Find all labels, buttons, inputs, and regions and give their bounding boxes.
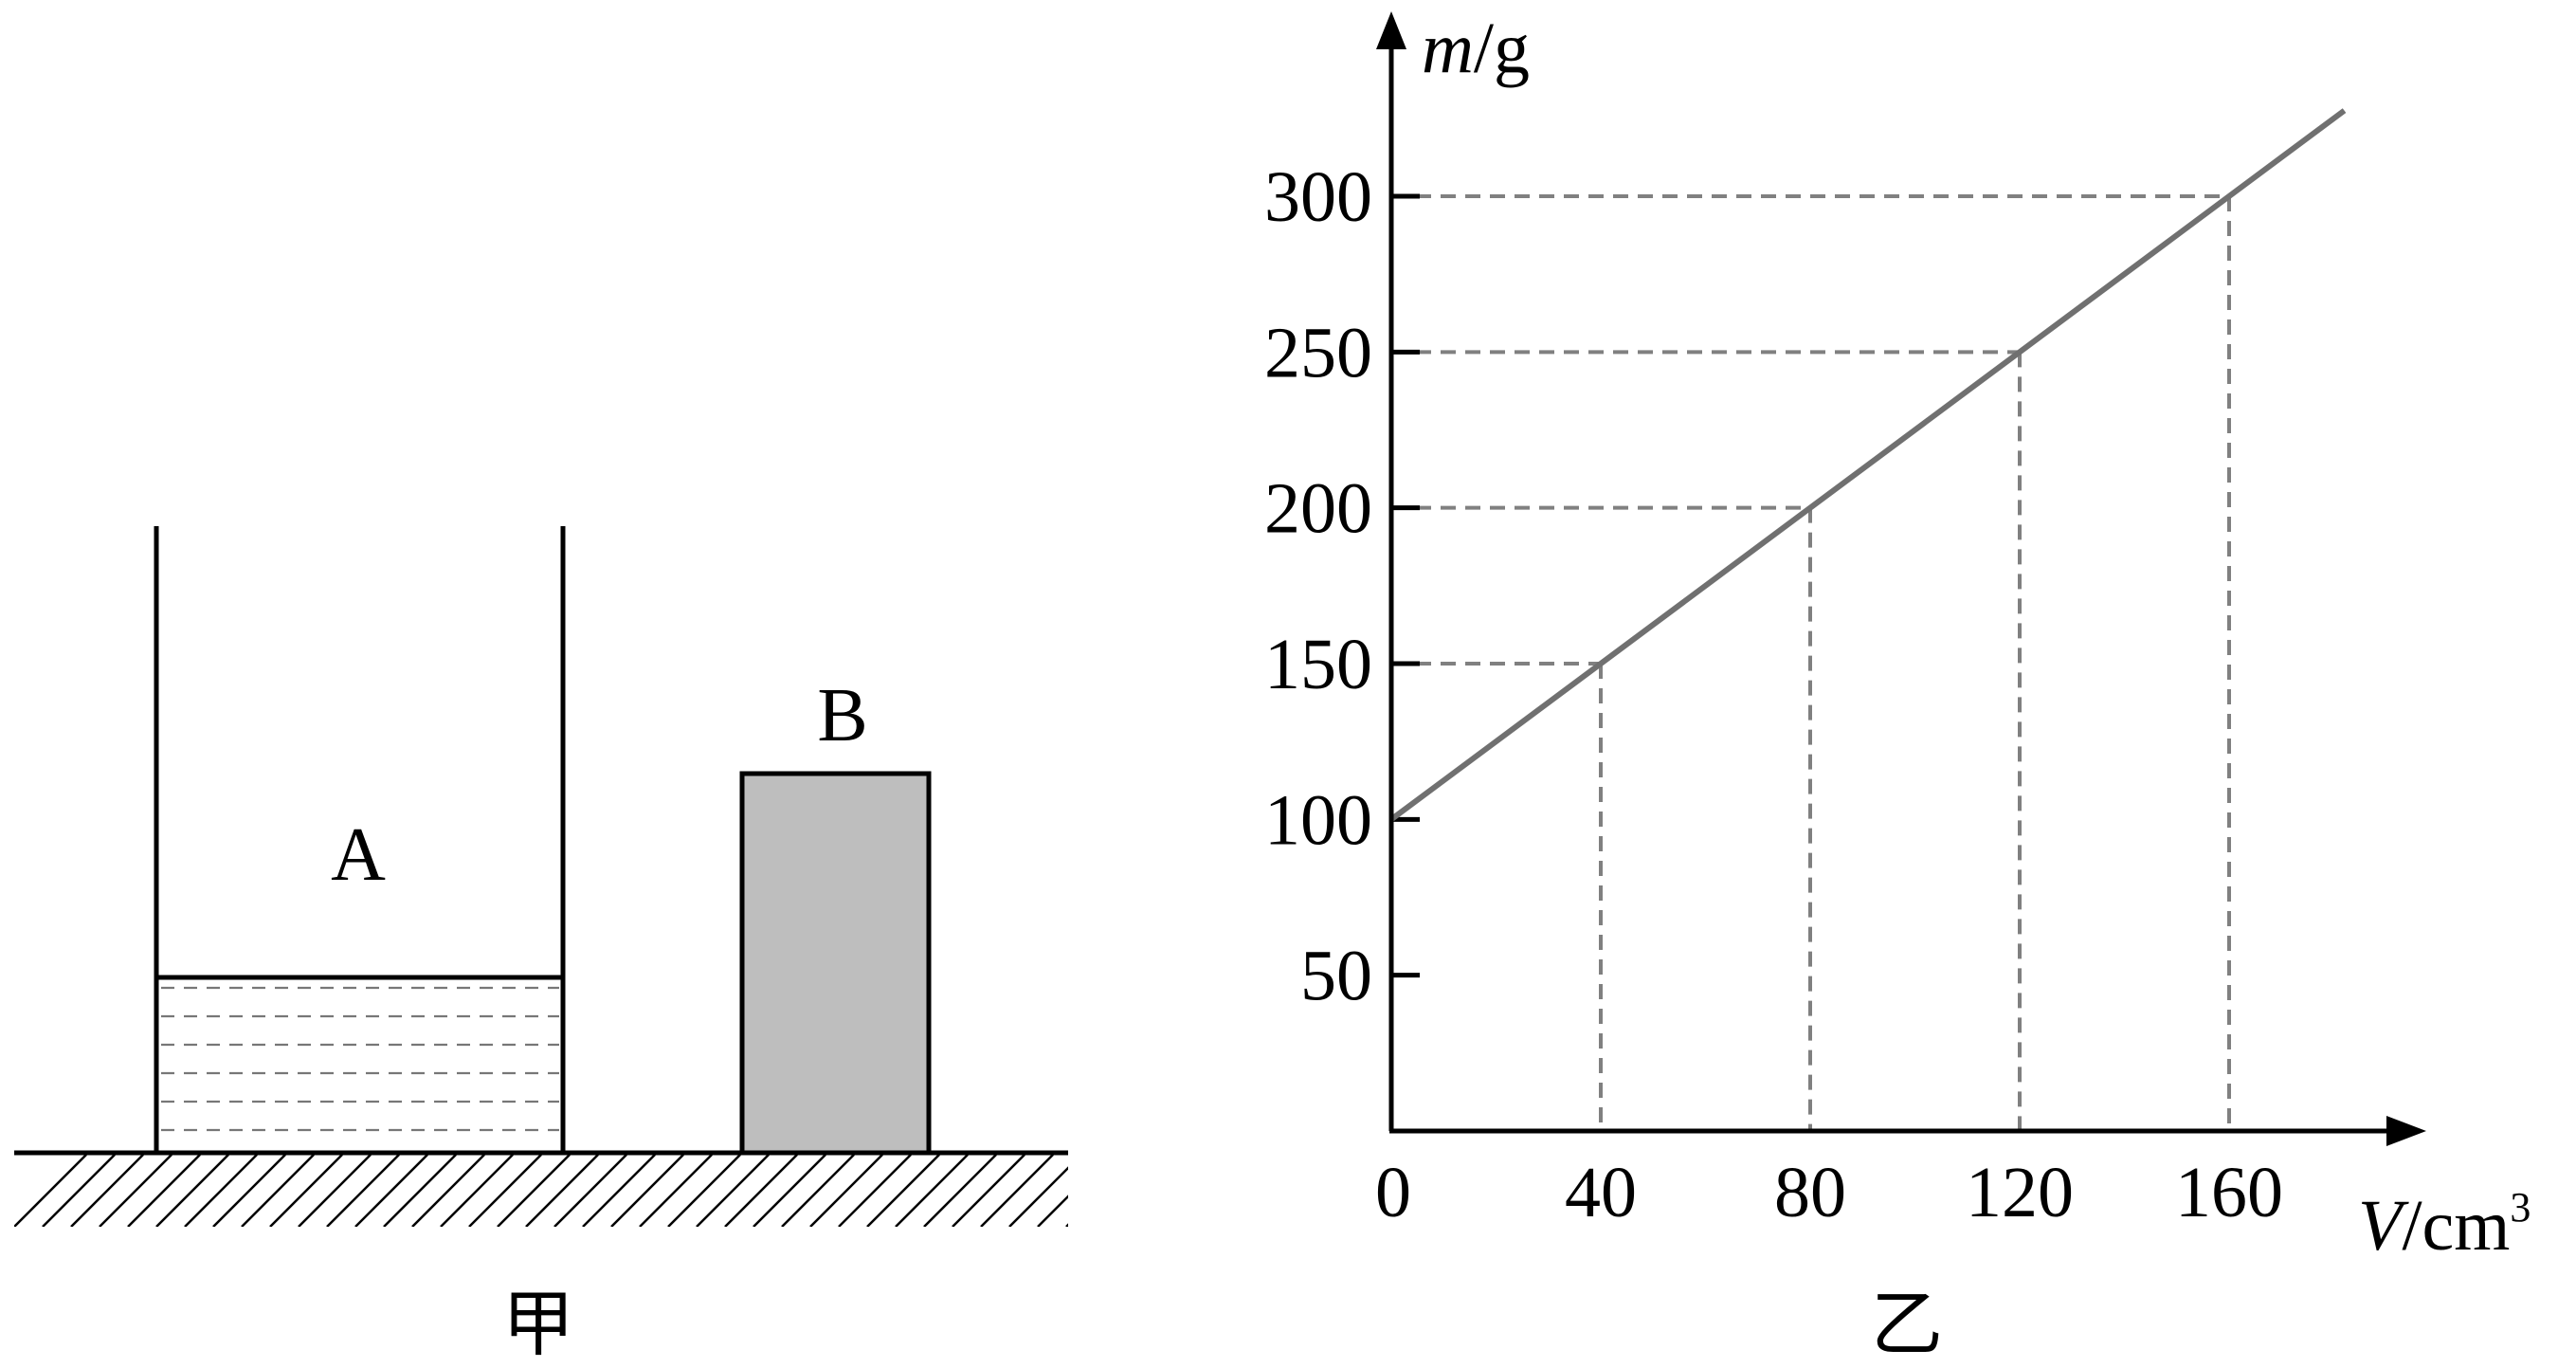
hatch-line (70, 1155, 144, 1227)
hatch-line (866, 1155, 940, 1227)
container-a (154, 526, 566, 1153)
hatch-line (99, 1155, 172, 1227)
hatch-line (354, 1155, 428, 1227)
y-tick-label: 150 (1264, 625, 1372, 704)
hatch-line (1037, 1195, 1068, 1227)
hatch-line (269, 1155, 343, 1227)
hatch-line (184, 1155, 258, 1227)
hatch-line (326, 1155, 400, 1227)
hatch-line (895, 1155, 969, 1227)
hatch-line (1065, 1223, 1068, 1227)
hatch-line (525, 1155, 599, 1227)
y-tick-labels: 50 100 150 200 250 300 (1264, 157, 1372, 1016)
caption-yi: 乙 (1871, 1286, 1943, 1365)
caption-jia: 甲 (502, 1286, 574, 1365)
hatch-line (212, 1155, 286, 1227)
hatch-line (1095, 1155, 1167, 1227)
hatch-line (468, 1155, 542, 1227)
hatch-line (497, 1155, 571, 1227)
hatch-line (440, 1155, 514, 1227)
y-axis-title: m/g (1422, 9, 1530, 88)
hatch-line (639, 1155, 713, 1227)
hatch-line (696, 1155, 770, 1227)
hatch-line (582, 1155, 656, 1227)
y-tick-label: 200 (1264, 469, 1372, 549)
hatch-line (298, 1155, 372, 1227)
hatch-line (781, 1155, 855, 1227)
x-tick-label: 160 (2175, 1153, 2283, 1232)
y-tick-label: 100 (1264, 780, 1372, 860)
hatch-line (753, 1155, 826, 1227)
hatch-line (952, 1155, 1025, 1227)
y-tick-label: 300 (1264, 157, 1372, 237)
hatch-line (809, 1155, 883, 1227)
ground-hatching (14, 1155, 1195, 1227)
x-axis-title: V/cm3 (2358, 1184, 2531, 1266)
x-axis-arrow (2386, 1116, 2426, 1146)
hatch-line (241, 1155, 315, 1227)
hatch-line (1123, 1155, 1195, 1227)
x-tick-labels: 40 80 120 160 (1565, 1153, 2283, 1232)
x-tick-label: 120 (1966, 1153, 2074, 1232)
y-tick-label: 50 (1300, 937, 1372, 1016)
container-a-label: A (331, 813, 386, 897)
hatch-line (923, 1155, 997, 1227)
x-tick-label: 40 (1565, 1153, 1637, 1232)
hatch-line (980, 1155, 1054, 1227)
hatch-line (610, 1155, 684, 1227)
hatch-line (838, 1155, 912, 1227)
liquid-dashes (161, 986, 559, 1132)
hatch-line (411, 1155, 485, 1227)
mass-volume-line (1389, 108, 2347, 822)
guide-lines (1391, 194, 2231, 1131)
x-tick-label: 80 (1774, 1153, 1846, 1232)
figure-jia: A B 甲 (14, 526, 1195, 1365)
block-b-label: B (817, 674, 867, 757)
hatch-line (155, 1155, 229, 1227)
y-axis-arrow (1376, 11, 1406, 49)
hatch-line (724, 1155, 798, 1227)
figure-yi: 50 100 150 200 250 300 40 80 120 160 0 m/g V/cm3… (1264, 9, 2531, 1365)
y-tick-label: 250 (1264, 313, 1372, 392)
hatch-line (1008, 1166, 1068, 1227)
hatch-line (42, 1155, 116, 1227)
hatch-line (383, 1155, 457, 1227)
block-b (739, 771, 932, 1156)
hatch-line (127, 1155, 201, 1227)
hatch-line (14, 1155, 87, 1227)
y-tick-marks (1391, 193, 1420, 978)
origin-label: 0 (1375, 1153, 1411, 1232)
hatch-line (667, 1155, 741, 1227)
hatch-line (553, 1155, 627, 1227)
